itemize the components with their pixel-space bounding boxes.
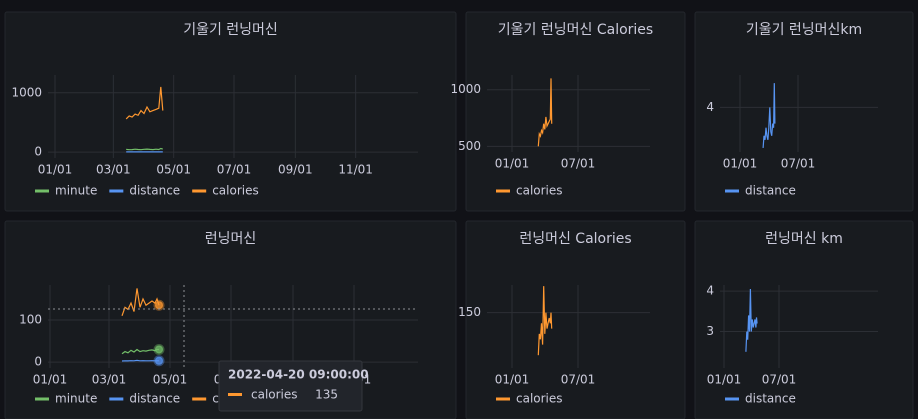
- panel-title: 런닝머신 Calories: [519, 231, 631, 247]
- y-tick-label: 1000: [11, 85, 42, 99]
- legend-swatch: [109, 397, 124, 401]
- panel: [4, 11, 457, 212]
- x-tick-label: 01/01: [33, 373, 68, 387]
- y-tick-label: 0: [34, 145, 42, 159]
- tooltip-swatch: [228, 393, 242, 396]
- x-tick-label: 03/01: [96, 163, 131, 177]
- series-line: [121, 348, 159, 355]
- panel-title: 기울기 런닝머신 Calories: [498, 22, 653, 38]
- tooltip-time: 2022-04-20 09:00:00: [228, 368, 369, 382]
- panel: [465, 11, 686, 212]
- series-line: [762, 83, 776, 148]
- y-tick-label: 0: [34, 355, 42, 369]
- legend-swatch: [496, 189, 510, 193]
- panel: [694, 11, 914, 212]
- legend-label: calories: [516, 184, 563, 198]
- y-tick-label: 4: [706, 100, 714, 114]
- series-line: [121, 288, 160, 316]
- legend-label: distance: [129, 392, 180, 406]
- x-tick-label: 01/01: [707, 373, 742, 387]
- legend-swatch: [192, 189, 207, 193]
- panel-title: 런닝머신 km: [765, 231, 843, 247]
- legend-label: calories: [212, 184, 259, 198]
- x-tick-label: 01/01: [495, 157, 530, 171]
- tooltip-series: calories: [251, 388, 298, 402]
- series-line: [125, 86, 164, 120]
- legend-swatch: [725, 189, 739, 193]
- hover-point: [153, 299, 165, 311]
- panel: [694, 220, 914, 419]
- x-tick-label: 09/01: [278, 163, 313, 177]
- series-line: [126, 147, 163, 151]
- x-tick-label: 07/01: [781, 157, 816, 171]
- x-tick-label: 05/01: [156, 163, 191, 177]
- series-line: [537, 286, 553, 356]
- x-tick-label: 11/01: [338, 163, 373, 177]
- legend-swatch: [192, 397, 207, 401]
- panel-title: 런닝머신: [205, 231, 257, 247]
- y-tick-label: 100: [19, 312, 42, 326]
- series-line: [745, 288, 758, 352]
- tooltip-value: 135: [315, 388, 338, 402]
- x-tick-label: 07/01: [561, 157, 596, 171]
- panel: [465, 220, 686, 419]
- legend-swatch: [725, 397, 739, 401]
- series-line: [121, 359, 160, 362]
- legend-label: calories: [516, 392, 563, 406]
- series-line: [537, 78, 553, 147]
- legend-label: distance: [745, 392, 796, 406]
- y-tick-label: 150: [458, 305, 481, 319]
- legend-swatch: [496, 397, 510, 401]
- panel-title: 기울기 런닝머신km: [746, 22, 862, 38]
- legend-swatch: [35, 397, 49, 401]
- legend-label: distance: [129, 184, 180, 198]
- x-tick-label: 07/01: [217, 163, 252, 177]
- legend-label: minute: [55, 392, 97, 406]
- x-tick-label: 05/01: [153, 373, 188, 387]
- x-tick-label: 01/01: [495, 373, 530, 387]
- y-tick-label: 3: [706, 324, 714, 338]
- hover-point: [153, 355, 165, 367]
- tooltip: [218, 360, 363, 412]
- legend-label: minute: [55, 184, 97, 198]
- hover-point: [153, 343, 165, 355]
- x-tick-label: 07/01: [762, 373, 797, 387]
- y-tick-label: 4: [706, 284, 714, 298]
- y-tick-label: 500: [458, 139, 481, 153]
- legend-swatch: [109, 189, 124, 193]
- x-tick-label: 03/01: [92, 373, 127, 387]
- panel-title: 기울기 런닝머신: [183, 22, 278, 38]
- x-tick-label: 01/01: [38, 163, 73, 177]
- x-tick-label: 07/01: [561, 373, 596, 387]
- y-tick-label: 1000: [450, 82, 481, 96]
- legend-swatch: [35, 189, 49, 193]
- x-tick-label: 01/01: [723, 157, 758, 171]
- legend-label: distance: [745, 184, 796, 198]
- hover-overlay: 2022-04-20 09:00:00 calories 135: [48, 285, 418, 412]
